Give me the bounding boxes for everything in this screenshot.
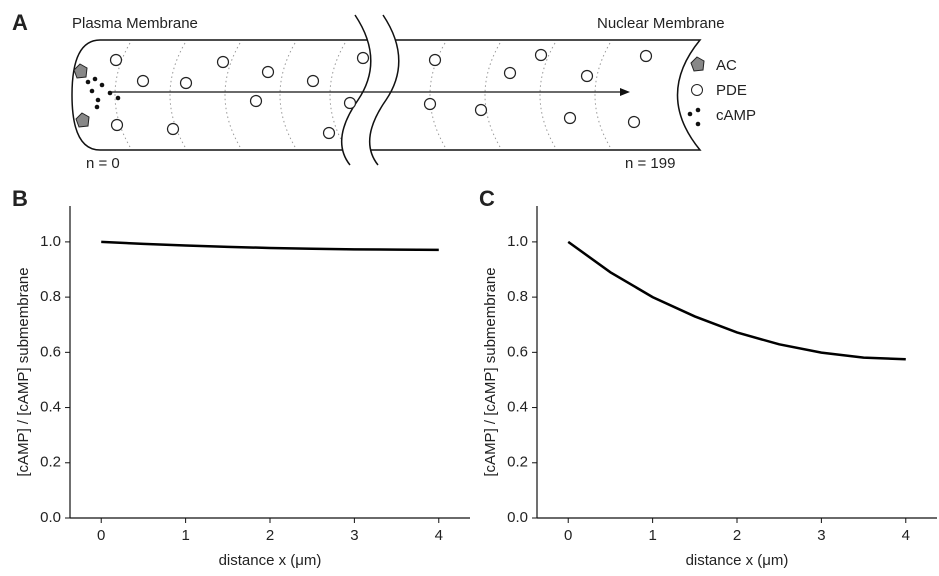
x-tick-label: 0 xyxy=(564,527,572,544)
y-axis-label: [cAMP] / [cAMP] submembrane xyxy=(15,267,32,476)
data-line xyxy=(101,240,439,252)
y-tick-label: 0.4 xyxy=(507,399,528,416)
legend-pde-icon xyxy=(691,84,703,96)
diagram: A Plasma Membrane Nuclear Membrane AC PD… xyxy=(12,10,756,172)
y-axis-label: [cAMP] / [cAMP] submembrane xyxy=(482,267,499,476)
y-tick-label: 0.4 xyxy=(40,399,61,416)
break-line xyxy=(368,14,400,166)
index-label: n = 0 xyxy=(86,155,120,172)
y-tick-label: 0.2 xyxy=(507,454,528,471)
x-tick-label: 3 xyxy=(817,527,825,544)
y-tick-label: 1.0 xyxy=(40,233,61,250)
pde-molecules xyxy=(109,48,653,140)
x-tick-label: 3 xyxy=(350,527,358,544)
y-tick-label: 1.0 xyxy=(507,233,528,250)
tube xyxy=(71,39,702,151)
y-tick-label: 0.6 xyxy=(40,343,61,360)
x-tick-label: 2 xyxy=(733,527,741,544)
x-tick-label: 2 xyxy=(266,527,274,544)
legend-label: AC xyxy=(716,57,737,74)
panel-label: A xyxy=(12,10,28,35)
panel-label: C xyxy=(479,186,495,211)
y-tick-label: 0.6 xyxy=(507,343,528,360)
x-tick-label: 0 xyxy=(97,527,105,544)
chart: B 0.0 0.2 0.4 0.6 0.8 1.0 0 1 2 3 4 distance x (μm) [… xyxy=(12,186,470,569)
arrow-head xyxy=(620,88,630,96)
x-tick-label: 4 xyxy=(902,527,910,544)
left-title: Plasma Membrane xyxy=(72,15,198,32)
break xyxy=(341,15,399,165)
index-label: n = 199 xyxy=(625,155,675,172)
right-title: Nuclear Membrane xyxy=(597,15,725,32)
legend-label: cAMP xyxy=(716,107,756,124)
legend-label: PDE xyxy=(716,82,747,99)
x-tick-label: 4 xyxy=(435,527,443,544)
compartments xyxy=(114,42,611,148)
legend-ac-icon xyxy=(690,56,705,72)
x-tick-label: 1 xyxy=(648,527,656,544)
y-tick-label: 0.0 xyxy=(507,509,528,526)
y-tick-label: 0.2 xyxy=(40,454,61,471)
data-line xyxy=(567,240,906,361)
legend-camp-icon xyxy=(687,107,701,127)
ac-enzymes xyxy=(73,63,90,128)
x-tick-label: 1 xyxy=(181,527,189,544)
y-tick-label: 0.8 xyxy=(507,288,528,305)
break-line xyxy=(340,14,372,166)
y-tick-label: 0.8 xyxy=(40,288,61,305)
y-tick-label: 0.0 xyxy=(40,509,61,526)
x-axis-label: distance x (μm) xyxy=(686,552,789,569)
x-axis-label: distance x (μm) xyxy=(219,552,322,569)
chart: C 0.0 0.2 0.4 0.6 0.8 1.0 0 1 2 3 4 distance x (μm) [… xyxy=(479,186,937,569)
panel-label: B xyxy=(12,186,28,211)
